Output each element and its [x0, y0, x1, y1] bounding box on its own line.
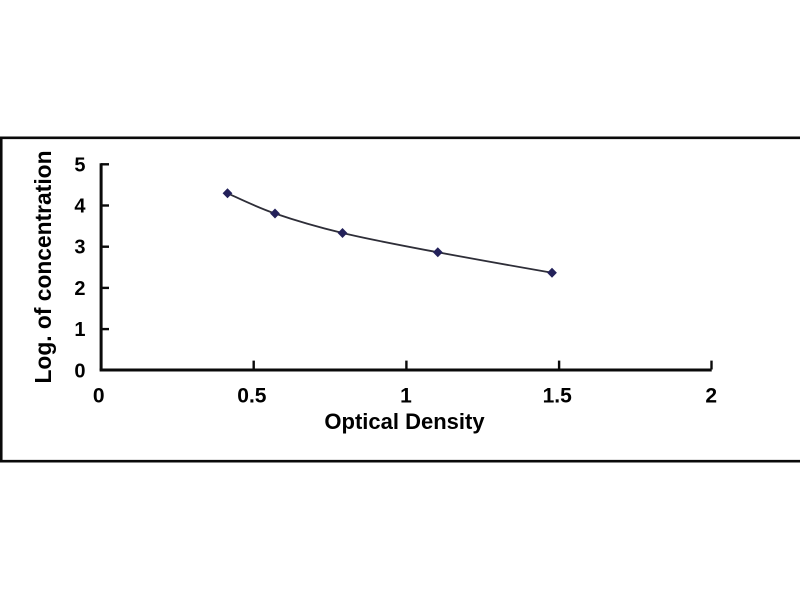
- svg-text:1: 1: [74, 319, 85, 341]
- svg-text:5: 5: [74, 154, 85, 176]
- svg-text:1: 1: [400, 384, 412, 407]
- svg-text:2: 2: [74, 278, 85, 300]
- svg-text:2: 2: [705, 384, 717, 407]
- svg-text:0: 0: [74, 361, 85, 383]
- svg-text:Log. of concentration: Log. of concentration: [30, 150, 56, 383]
- svg-text:0: 0: [93, 384, 105, 407]
- svg-text:4: 4: [74, 196, 86, 218]
- svg-text:0.5: 0.5: [237, 384, 267, 407]
- svg-text:Optical Density: Optical Density: [324, 409, 485, 434]
- svg-text:1.5: 1.5: [543, 384, 573, 407]
- svg-text:3: 3: [74, 237, 85, 259]
